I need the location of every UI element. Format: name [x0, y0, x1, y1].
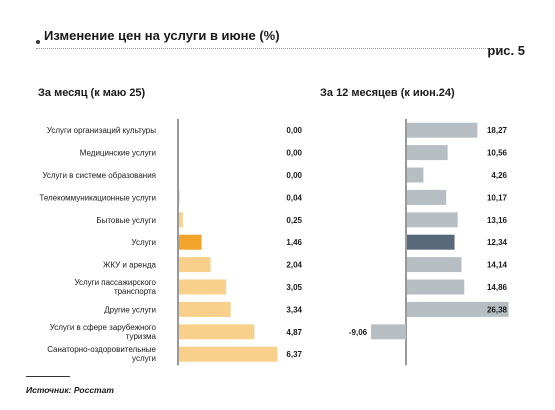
- category-label: Услуги организаций культуры: [47, 126, 156, 135]
- panel-title-year: За 12 месяцев (к июн.24): [320, 87, 455, 99]
- month-value-label: 0,00: [286, 126, 302, 135]
- year-value-label: 12,34: [487, 238, 508, 247]
- month-value-label: 0,00: [286, 171, 302, 180]
- month-bar: [179, 346, 278, 362]
- year-bar: [407, 145, 448, 161]
- month-value-label: 0,04: [286, 193, 302, 202]
- year-value-label: 4,26: [491, 171, 507, 180]
- year-bar: [371, 324, 406, 340]
- category-label: Услуги пассажирского транспорта: [74, 278, 156, 296]
- panel-title-month: За месяц (к маю 25): [38, 87, 146, 99]
- category-label: Медицинские услуги: [80, 149, 156, 158]
- month-bar: [179, 279, 227, 295]
- category-label: Другие услуги: [104, 305, 156, 314]
- year-bar: [407, 279, 465, 295]
- year-value-label: -9,06: [349, 328, 368, 337]
- month-bar: [179, 189, 180, 205]
- month-bar: [179, 234, 202, 250]
- month-value-label: 1,46: [286, 238, 302, 247]
- year-value-label: 10,17: [487, 193, 508, 202]
- title-bullet: [36, 40, 40, 44]
- category-label: Услуги в системе образования: [42, 171, 156, 180]
- category-label: Услуги в сфере зарубежного туризма: [50, 323, 157, 341]
- month-value-label: 3,34: [286, 305, 302, 314]
- category-label: Санаторно-оздоровительные услуги: [47, 345, 156, 363]
- year-value-label: 14,14: [487, 261, 508, 270]
- month-value-label: 2,04: [286, 261, 302, 270]
- year-value-label: 14,86: [487, 283, 508, 292]
- year-bar: [407, 122, 478, 138]
- source-note: Источник: Росстат: [26, 385, 114, 395]
- year-bar: [407, 167, 424, 183]
- chart-title: Изменение цен на услуги в июне (%): [44, 28, 280, 43]
- year-value-label: 26,38: [487, 305, 508, 314]
- category-label: Телекоммуникационные услуги: [39, 193, 156, 202]
- month-value-label: 4,87: [286, 328, 302, 337]
- year-bar: [407, 234, 455, 250]
- year-bar: [407, 257, 462, 273]
- month-value-label: 6,37: [286, 350, 302, 359]
- title-underline: [36, 48, 502, 49]
- category-label: Услуги: [131, 238, 156, 247]
- month-value-label: 3,05: [286, 283, 302, 292]
- month-value-label: 0,00: [286, 149, 302, 158]
- source-rule: [26, 376, 70, 377]
- year-bar: [407, 189, 447, 205]
- month-bar: [179, 257, 211, 273]
- year-value-label: 10,56: [487, 149, 508, 158]
- month-bar: [179, 301, 231, 317]
- year-value-label: 13,16: [487, 216, 508, 225]
- month-value-label: 0,25: [286, 216, 302, 225]
- figure-label: рис. 5: [487, 43, 525, 58]
- year-bar: [407, 212, 458, 228]
- category-label: ЖКУ и аренда: [103, 261, 157, 270]
- year-bar: [407, 301, 509, 317]
- month-bar: [179, 324, 255, 340]
- month-bar: [179, 212, 183, 228]
- category-label: Бытовые услуги: [96, 216, 156, 225]
- year-value-label: 18,27: [487, 126, 508, 135]
